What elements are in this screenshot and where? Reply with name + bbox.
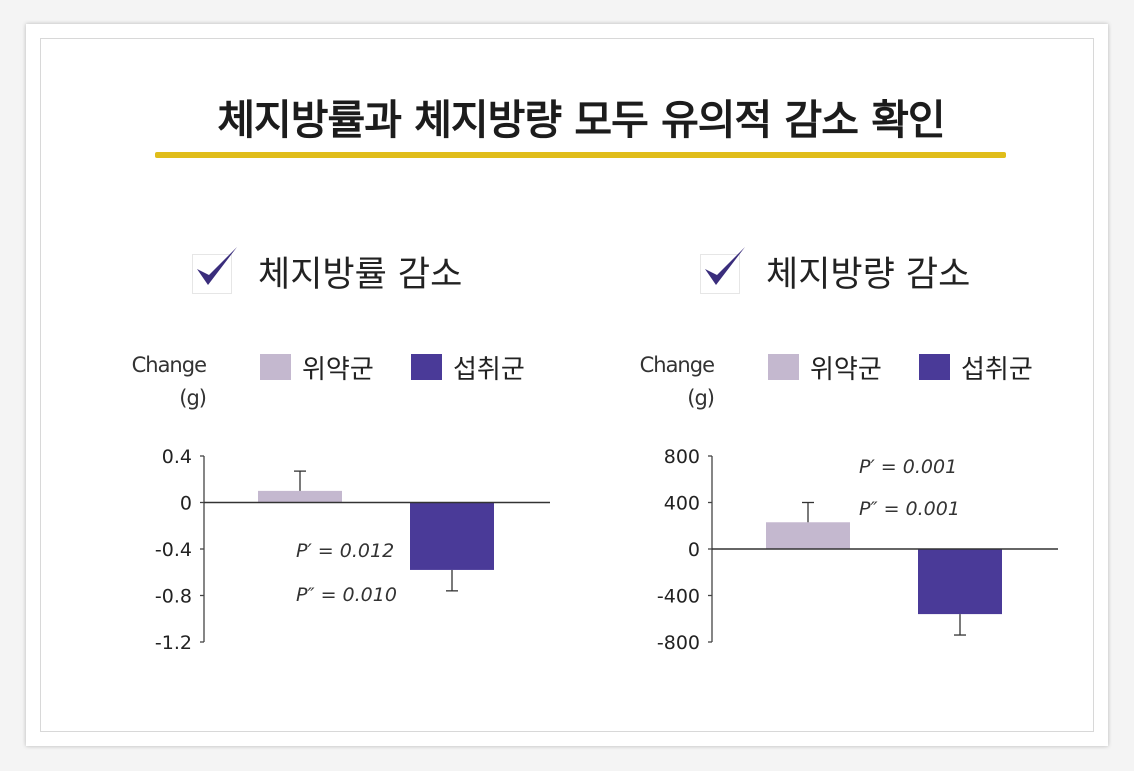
p-value-annotation: P″ = 0.010: [296, 584, 397, 606]
legend-swatch-intake: [919, 354, 950, 380]
infographic-card: 체지방률과 체지방량 모두 유의적 감소 확인 체지방률 감소 Change (…: [26, 24, 1108, 746]
y-tick-label: -800: [657, 632, 700, 654]
y-tick-label: 0: [180, 493, 192, 515]
y-axis-label-line-1: Change: [639, 353, 715, 377]
legend-label-placebo: 위약군: [810, 355, 882, 385]
y-tick-label: -1.2: [155, 632, 192, 654]
bar-placebo: [766, 522, 850, 549]
p-value-annotation: P′ = 0.001: [859, 456, 957, 478]
legend-label-intake: 섭취군: [453, 355, 525, 385]
bar-chart-body-fat-mass: 800 400 0 -400 -800 P′ = 0.001 P″ = 0.001: [657, 446, 1058, 654]
page-title: 체지방률과 체지방량 모두 유의적 감소 확인: [217, 96, 945, 144]
y-axis-label-line-2: (g): [179, 386, 207, 410]
checkmark-icon: [192, 247, 237, 294]
legend-swatch-placebo: [768, 354, 799, 380]
y-tick-label: -0.8: [155, 586, 192, 608]
panel-heading-text: 체지방량 감소: [766, 255, 971, 295]
y-axis-label: Change (g): [604, 349, 715, 415]
y-tick-label: 800: [664, 446, 700, 468]
bar-placebo: [258, 490, 342, 503]
y-tick-label: 0: [688, 539, 700, 561]
p-value-annotation: P′ = 0.012: [296, 540, 394, 562]
chart-panel-body-fat-mass: 체지방량 감소 Change (g) 위약군 섭취군 800 400 0 -400 -8…: [534, 24, 1074, 746]
legend-label-placebo: 위약군: [302, 355, 374, 385]
y-axis-label: Change (g): [96, 349, 207, 415]
legend-swatch-placebo: [260, 354, 291, 380]
y-axis-label-line-2: (g): [687, 386, 715, 410]
checkmark-icon: [700, 247, 745, 294]
bar-intake: [410, 502, 494, 570]
y-axis-label-line-1: Change: [131, 353, 207, 377]
y-tick-label: 0.4: [162, 446, 192, 468]
bar-chart-body-fat-percentage: 0.4 0 -0.4 -0.8 -1.2 P′ = 0.012 P″ = 0.010: [155, 446, 550, 654]
chart-panel-body-fat-percentage: 체지방률 감소 Change (g) 위약군 섭취군 0.4 0 -0.4 -0.8 -…: [26, 24, 566, 746]
legend-label-intake: 섭취군: [961, 355, 1033, 385]
panel-heading-text: 체지방률 감소: [258, 255, 463, 295]
y-tick-label: 400: [664, 493, 700, 515]
title-underline: [155, 152, 1006, 158]
bar-intake: [918, 549, 1002, 615]
y-tick-label: -400: [657, 586, 700, 608]
p-value-annotation: P″ = 0.001: [859, 498, 960, 520]
y-tick-label: -0.4: [155, 539, 192, 561]
legend-swatch-intake: [411, 354, 442, 380]
inner-frame: [40, 38, 1094, 732]
